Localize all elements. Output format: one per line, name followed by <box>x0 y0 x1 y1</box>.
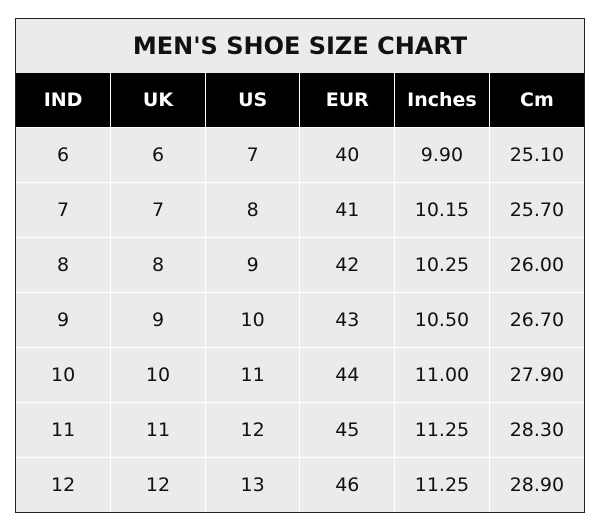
header-row: IND UK US EUR Inches Cm <box>16 73 584 128</box>
column-header-uk: UK <box>110 73 206 128</box>
cell-cm: 26.00 <box>488 237 584 293</box>
table-row: 7 7 8 41 10.15 25.70 <box>16 182 584 238</box>
cell-inches: 10.25 <box>394 237 490 293</box>
cell-eur: 45 <box>299 402 396 458</box>
cell-eur: 44 <box>299 347 396 403</box>
table-row: 11 11 12 45 11.25 28.30 <box>16 402 584 458</box>
cell-eur: 41 <box>299 182 396 238</box>
column-header-inches: Inches <box>394 73 490 128</box>
table-row: 12 12 13 46 11.25 28.90 <box>16 457 584 512</box>
cell-cm: 25.70 <box>488 182 584 238</box>
cell-us: 9 <box>204 237 301 293</box>
cell-uk: 11 <box>110 402 206 458</box>
cell-inches: 11.25 <box>394 457 490 512</box>
cell-eur: 43 <box>299 292 396 348</box>
cell-cm: 27.90 <box>488 347 584 403</box>
cell-us: 12 <box>204 402 301 458</box>
cell-us: 8 <box>204 182 301 238</box>
cell-us: 11 <box>204 347 301 403</box>
size-chart: MEN'S SHOE SIZE CHART IND UK US EUR Inches Cm… <box>15 18 585 513</box>
cell-inches: 10.15 <box>394 182 490 238</box>
cell-ind: 9 <box>16 292 112 348</box>
cell-cm: 28.90 <box>488 457 584 512</box>
cell-ind: 11 <box>16 402 112 458</box>
column-header-cm: Cm <box>488 73 584 128</box>
table-row: 9 9 10 43 10.50 26.70 <box>16 292 584 348</box>
cell-inches: 10.50 <box>394 292 490 348</box>
chart-title: MEN'S SHOE SIZE CHART <box>16 19 584 73</box>
cell-ind: 8 <box>16 237 112 293</box>
table-row: 6 6 7 40 9.90 25.10 <box>16 127 584 183</box>
cell-inches: 11.25 <box>394 402 490 458</box>
cell-inches: 11.00 <box>394 347 490 403</box>
cell-us: 13 <box>204 457 301 512</box>
cell-cm: 28.30 <box>488 402 584 458</box>
cell-eur: 46 <box>299 457 396 512</box>
column-header-eur: EUR <box>299 73 396 128</box>
table-row: 8 8 9 42 10.25 26.00 <box>16 237 584 293</box>
cell-us: 7 <box>204 127 301 183</box>
cell-uk: 9 <box>110 292 206 348</box>
cell-inches: 9.90 <box>394 127 490 183</box>
cell-ind: 6 <box>16 127 112 183</box>
cell-eur: 40 <box>299 127 396 183</box>
cell-uk: 7 <box>110 182 206 238</box>
cell-uk: 6 <box>110 127 206 183</box>
cell-uk: 10 <box>110 347 206 403</box>
cell-ind: 7 <box>16 182 112 238</box>
cell-uk: 12 <box>110 457 206 512</box>
column-header-ind: IND <box>16 73 112 128</box>
table-row: 10 10 11 44 11.00 27.90 <box>16 347 584 403</box>
column-header-us: US <box>204 73 301 128</box>
table-body: 6 6 7 40 9.90 25.10 7 7 8 41 10.15 25.70 8 8 9 42 10.25 2… <box>16 127 584 512</box>
cell-ind: 12 <box>16 457 112 512</box>
cell-us: 10 <box>204 292 301 348</box>
cell-cm: 26.70 <box>488 292 584 348</box>
size-table: IND UK US EUR Inches Cm 6 6 7 40 9.90 25.10 7 7 8 41 10… <box>16 73 584 512</box>
cell-eur: 42 <box>299 237 396 293</box>
cell-uk: 8 <box>110 237 206 293</box>
cell-cm: 25.10 <box>488 127 584 183</box>
cell-ind: 10 <box>16 347 112 403</box>
